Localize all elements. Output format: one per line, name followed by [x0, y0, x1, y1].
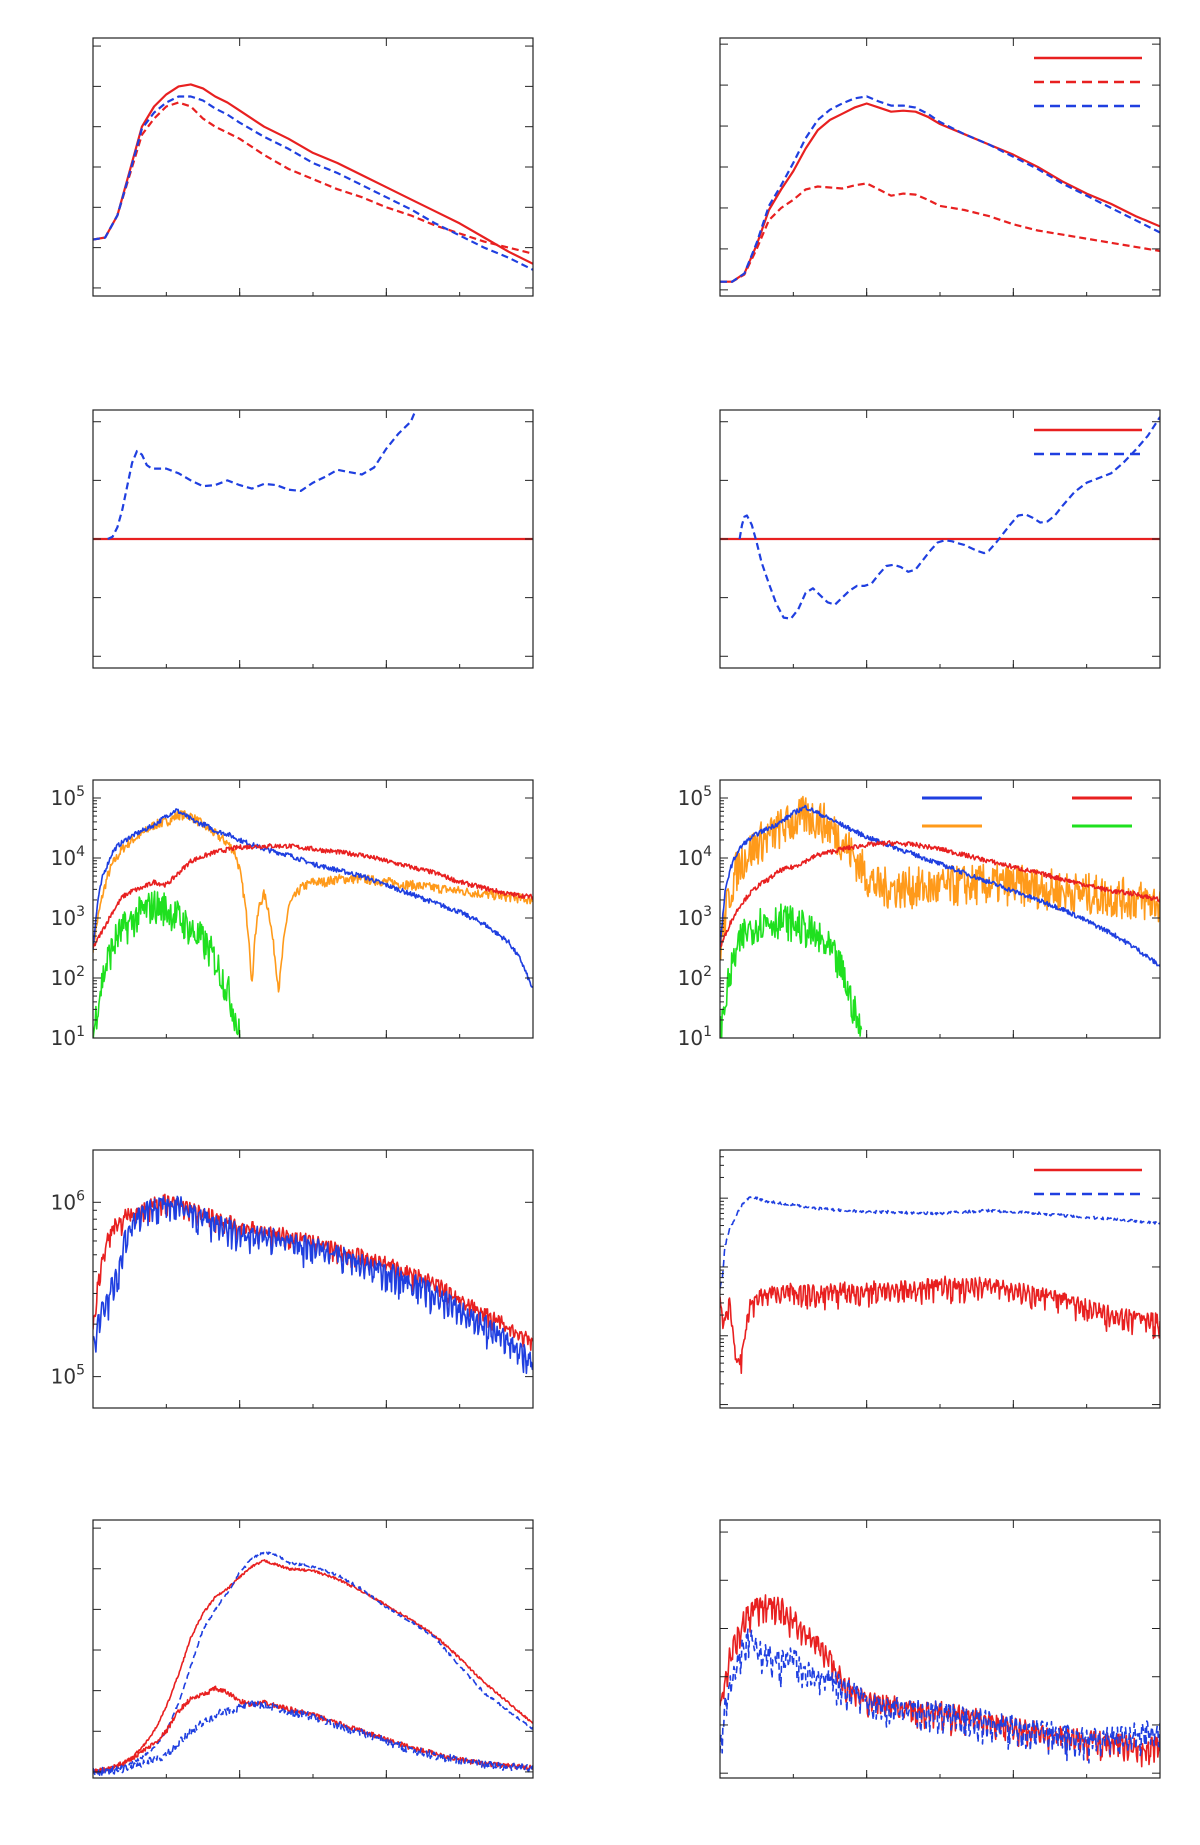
y-tick-base: 10 — [678, 786, 703, 810]
series-line-3 — [720, 903, 863, 1038]
panel-p10 — [719, 1519, 1161, 1779]
series-line-3 — [93, 1700, 533, 1777]
y-tick-label: 103 — [51, 904, 85, 930]
y-tick-exponent: 2 — [703, 964, 712, 980]
plot-area — [720, 95, 1160, 283]
plot-area — [93, 1193, 533, 1375]
y-tick-label: 102 — [678, 964, 712, 990]
panel-p4 — [719, 409, 1161, 669]
series-line-2 — [93, 1685, 533, 1774]
plot-frame — [92, 1149, 534, 1409]
y-tick-label: 105 — [51, 784, 85, 810]
plot-area — [720, 1594, 1160, 1768]
y-tick-base: 10 — [678, 966, 703, 990]
series-line-2 — [93, 95, 533, 271]
series-line-1 — [107, 410, 417, 540]
plot-area — [93, 808, 533, 1038]
y-tick-exponent: 5 — [76, 1363, 85, 1379]
plot-area — [93, 83, 533, 271]
plot-area — [720, 1196, 1160, 1374]
y-tick-exponent: 6 — [76, 1188, 85, 1204]
legend — [1034, 1168, 1142, 1196]
series-line-1 — [720, 182, 1160, 283]
plot-area — [93, 410, 533, 541]
y-tick-label: 101 — [51, 1024, 85, 1050]
y-tick-label: 101 — [678, 1024, 712, 1050]
y-tick-label: 104 — [51, 844, 85, 870]
series-line-0 — [720, 795, 1160, 961]
series-line-1 — [720, 1628, 1160, 1764]
y-tick-exponent: 3 — [76, 904, 85, 920]
legend — [1034, 428, 1142, 456]
y-tick-exponent: 5 — [76, 784, 85, 800]
series-line-1 — [93, 808, 533, 989]
plot-area — [720, 795, 1160, 1038]
plot-frame — [92, 37, 534, 297]
legend — [922, 796, 1132, 828]
y-tick-label: 105 — [678, 784, 712, 810]
y-tick-base: 10 — [678, 846, 703, 870]
series-line-0 — [93, 810, 533, 993]
panel-p3 — [92, 409, 534, 669]
y-tick-exponent: 3 — [703, 904, 712, 920]
series-line-1 — [93, 101, 533, 255]
plot-frame — [719, 37, 1161, 297]
panel-p8 — [719, 1149, 1161, 1409]
plot-area — [93, 1551, 533, 1777]
y-tick-label: 104 — [678, 844, 712, 870]
series-line-0 — [720, 1196, 1160, 1289]
y-tick-base: 10 — [51, 786, 76, 810]
series-line-2 — [720, 840, 1160, 948]
y-tick-label: 102 — [51, 964, 85, 990]
y-tick-base: 10 — [51, 906, 76, 930]
y-tick-exponent: 4 — [76, 844, 85, 860]
y-tick-base: 10 — [51, 846, 76, 870]
legend — [1034, 56, 1142, 108]
y-tick-exponent: 2 — [76, 964, 85, 980]
series-line-0 — [93, 1559, 533, 1774]
series-line-1 — [720, 1275, 1160, 1374]
y-tick-label: 103 — [678, 904, 712, 930]
series-line-2 — [720, 95, 1160, 283]
y-tick-label: 105 — [51, 1363, 85, 1389]
y-tick-base: 10 — [51, 1026, 76, 1050]
y-tick-base: 10 — [678, 906, 703, 930]
y-tick-exponent: 4 — [703, 844, 712, 860]
panel-p1 — [92, 37, 534, 297]
y-tick-base: 10 — [51, 966, 76, 990]
plot-area — [720, 416, 1160, 620]
y-tick-exponent: 1 — [76, 1024, 85, 1040]
series-line-1 — [93, 1195, 533, 1375]
y-tick-exponent: 1 — [703, 1024, 712, 1040]
y-tick-base: 10 — [51, 1365, 76, 1389]
series-line-1 — [93, 1551, 533, 1774]
series-line-0 — [93, 83, 533, 265]
plot-frame — [719, 1149, 1161, 1409]
y-tick-base: 10 — [51, 1190, 76, 1214]
panel-p2 — [719, 37, 1161, 297]
y-tick-base: 10 — [678, 1026, 703, 1050]
series-line-3 — [93, 890, 241, 1038]
series-line-2 — [93, 843, 533, 948]
y-tick-exponent: 5 — [703, 784, 712, 800]
series-line-0 — [720, 102, 1160, 283]
panel-p9 — [92, 1519, 534, 1779]
series-line-1 — [738, 416, 1160, 620]
y-tick-label: 106 — [51, 1188, 85, 1214]
series-line-1 — [720, 804, 1160, 967]
